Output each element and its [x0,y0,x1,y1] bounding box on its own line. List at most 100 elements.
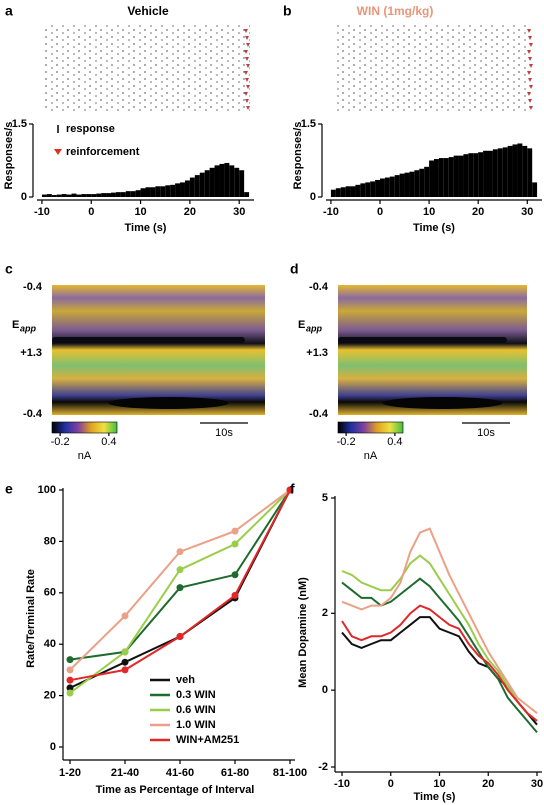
bar [41,194,47,197]
y-axis-label: E [298,319,305,331]
legend-marker [54,149,62,155]
point [121,648,129,656]
bar [340,187,346,197]
bar [478,152,484,197]
x-tick-label: 81-100 [273,767,307,779]
y-tick-label: 0 [21,191,27,203]
bar [204,170,210,197]
y-axis-label-sub: app [20,323,37,333]
bar [175,183,181,197]
bar [81,194,87,197]
panel-letter: e [5,481,13,497]
x-tick-label: 20 [184,206,196,218]
reinforcement-marker [246,85,250,89]
y-tick-label: -2 [318,761,328,773]
y-tick-label: 80 [44,535,56,547]
bar [96,193,102,197]
panel-letter: a [5,3,13,19]
point [231,540,239,548]
x-tick-label: 0 [88,206,94,218]
point [121,658,129,666]
reinforcement-marker [245,78,249,82]
bar [239,170,245,197]
reinforcement-marker [245,99,249,103]
bar [214,165,220,197]
y-axis-label: E [12,319,19,331]
bar [468,153,474,197]
reinforcement-marker [527,92,531,96]
panel-letter: d [290,261,299,277]
reinforcement-marker [244,50,248,54]
bar [384,177,390,197]
bar [330,189,336,197]
raster [45,25,250,113]
y-axis-label: Mean Dopamine (nM) [297,577,309,688]
bar [453,155,459,197]
reinforcement-marker [529,106,533,110]
series-line [341,604,538,722]
point [176,548,184,556]
x-tick-label: 20 [482,778,494,790]
bar [512,144,518,197]
scalebar-label: 10s [215,427,233,439]
chart-title: WIN (1mg/kg) [357,4,434,18]
point [231,571,239,579]
bar [165,185,171,197]
reinforcement-marker [529,43,533,47]
series-line [341,554,538,722]
bar [507,145,513,197]
x-axis-label: Time as Percentage of Interval [96,784,255,796]
colorbar [337,421,404,434]
reinforcement-marker [245,36,249,40]
bar [443,158,449,197]
series-line [69,489,291,671]
bar [394,175,400,197]
y-tick-label: -0.4 [309,281,329,293]
bar [532,182,538,197]
y-tick-label: -0.4 [23,408,43,420]
point [286,486,294,494]
x-tick-label: 0 [388,778,394,790]
bar [115,192,121,197]
bar [180,182,185,197]
colorbar-tick-label: 0.4 [101,436,116,448]
x-tick-label: 20 [472,206,484,218]
bar [234,167,240,197]
bar [375,179,380,197]
bar [473,153,479,197]
bar [229,165,235,197]
bar [160,186,166,197]
bar [463,154,469,197]
bar [219,163,225,197]
colorbar-tick-label: -0.2 [337,436,356,448]
x-tick-label: -10 [334,778,350,790]
x-tick-label: 41-60 [166,767,194,779]
point [231,591,239,599]
y-axis-label: Responses/s [3,122,15,190]
point [66,676,74,684]
bar [199,172,205,197]
reinforcement-marker [244,92,248,96]
bar [76,194,82,197]
reinforcement-marker [527,50,531,54]
bar [56,194,62,197]
x-tick-label: 30 [233,206,245,218]
legend-label: reinforcement [66,146,140,158]
bar [399,173,405,197]
panel-letter: f [290,481,295,497]
color-plot [52,285,265,415]
bar [517,143,523,197]
y-axis-label: Responses/s [292,122,304,190]
reinforcement-marker [528,99,532,103]
color-plot-feature [52,337,245,343]
bar [120,192,126,197]
reinforcement-marker [246,43,250,47]
bar [209,167,215,197]
bar [101,193,107,197]
bar [244,192,250,197]
bar [86,194,92,197]
point [121,666,129,674]
y-tick-label: 60 [44,587,56,599]
bar [502,147,508,197]
